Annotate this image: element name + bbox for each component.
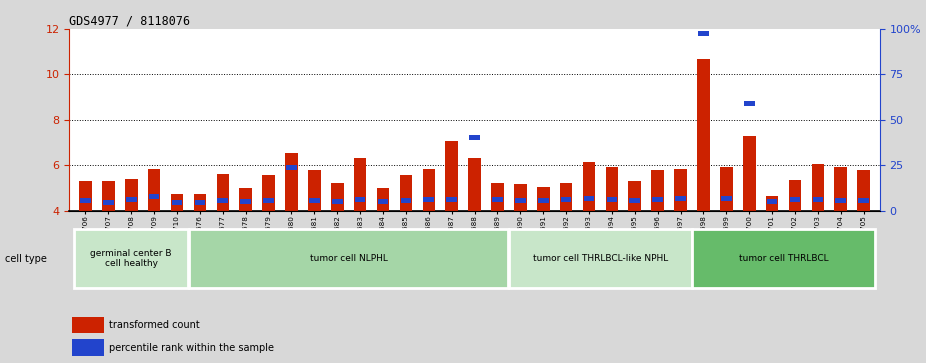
Bar [561, 197, 571, 202]
Bar [491, 183, 504, 211]
Bar [80, 181, 92, 211]
Bar [857, 170, 870, 211]
Bar [789, 180, 801, 211]
Bar [858, 198, 869, 203]
Bar [537, 187, 549, 211]
Bar [515, 198, 526, 203]
Bar [125, 179, 138, 211]
Bar [149, 195, 159, 199]
Bar [469, 135, 480, 140]
Bar [675, 196, 686, 200]
Text: cell type: cell type [6, 254, 47, 264]
Bar [194, 200, 206, 205]
Text: tumor cell THRLBCL-like NPHL: tumor cell THRLBCL-like NPHL [532, 254, 668, 263]
Text: percentile rank within the sample: percentile rank within the sample [109, 343, 274, 352]
Bar [126, 197, 137, 202]
Bar [72, 339, 104, 356]
Bar [331, 183, 344, 211]
Bar [629, 181, 641, 211]
Text: tumor cell THRLBCL: tumor cell THRLBCL [739, 254, 829, 263]
Text: transformed count: transformed count [109, 321, 200, 330]
Bar [834, 167, 847, 211]
Bar [217, 174, 229, 211]
Bar [263, 198, 274, 203]
Bar [560, 183, 572, 211]
Bar [400, 175, 412, 211]
Bar [607, 197, 618, 202]
Bar [514, 184, 527, 211]
FancyBboxPatch shape [74, 229, 188, 288]
Bar [286, 165, 297, 170]
Bar [241, 199, 251, 204]
Bar [285, 153, 298, 211]
Bar [652, 197, 663, 202]
Bar [835, 198, 846, 203]
Bar [743, 136, 756, 211]
Bar [811, 164, 824, 211]
Bar [538, 198, 548, 203]
FancyBboxPatch shape [509, 229, 692, 288]
Bar [582, 162, 595, 211]
Bar [445, 141, 458, 211]
Bar [674, 168, 687, 211]
Bar [171, 200, 182, 205]
Bar [102, 181, 115, 211]
Bar [422, 168, 435, 211]
Bar [332, 199, 343, 204]
Bar [194, 193, 206, 211]
Bar [240, 188, 252, 211]
Bar [721, 196, 732, 200]
Bar [583, 196, 594, 200]
Bar [81, 198, 91, 203]
Bar [446, 197, 457, 202]
Bar [697, 58, 709, 211]
Bar [606, 167, 619, 211]
Bar [377, 188, 389, 211]
Bar [378, 199, 388, 204]
Bar [766, 196, 779, 211]
Bar [355, 197, 366, 202]
Text: tumor cell NLPHL: tumor cell NLPHL [310, 254, 388, 263]
Bar [423, 197, 434, 202]
Bar [148, 168, 160, 211]
Bar [170, 193, 183, 211]
Bar [72, 317, 104, 333]
FancyBboxPatch shape [693, 229, 875, 288]
Bar [790, 197, 800, 202]
Bar [354, 158, 367, 211]
Bar [103, 200, 114, 205]
Bar [720, 167, 732, 211]
Bar [698, 31, 708, 36]
Bar [309, 198, 319, 203]
Bar [308, 170, 320, 211]
Bar [469, 158, 481, 211]
Bar [651, 170, 664, 211]
Bar [262, 175, 275, 211]
Text: GDS4977 / 8118076: GDS4977 / 8118076 [69, 15, 191, 28]
Bar [744, 101, 755, 106]
FancyBboxPatch shape [189, 229, 508, 288]
Bar [492, 197, 503, 202]
Bar [630, 198, 640, 203]
Bar [812, 197, 823, 202]
Bar [218, 198, 228, 203]
Bar [401, 198, 411, 203]
Bar [767, 199, 778, 204]
Text: germinal center B
cell healthy: germinal center B cell healthy [91, 249, 172, 268]
